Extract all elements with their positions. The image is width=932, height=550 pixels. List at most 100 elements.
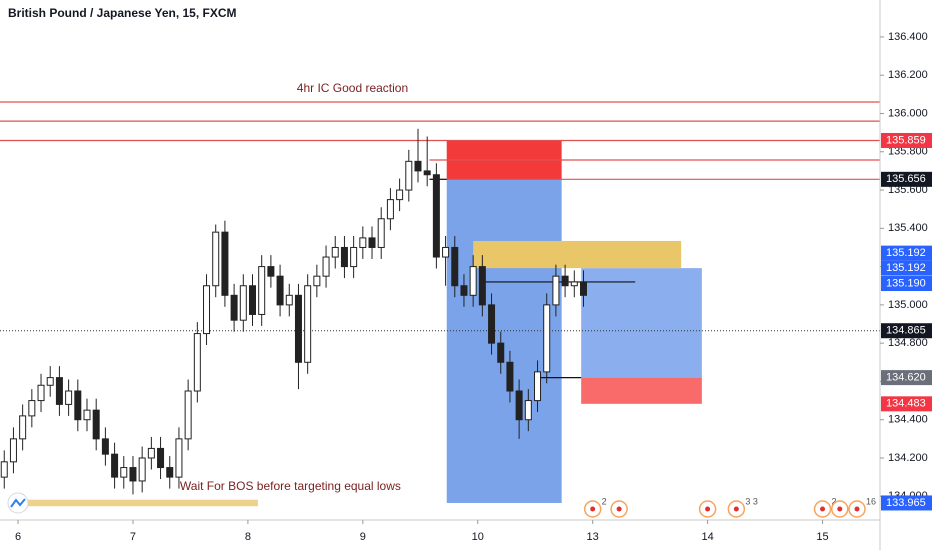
candle-body <box>322 256 330 277</box>
price-label-box <box>881 171 932 187</box>
candle-body <box>478 266 486 306</box>
candle-body <box>368 237 376 248</box>
candle-body <box>46 377 54 386</box>
x-tick-label: 9 <box>360 531 366 543</box>
candle-body <box>377 218 385 248</box>
candle-body <box>138 457 146 482</box>
candle-body <box>561 275 569 287</box>
x-tick-label: 14 <box>701 531 713 543</box>
price-label: 134.483 <box>886 398 926 410</box>
candle-body <box>92 409 100 440</box>
y-tick-label: 134.200 <box>888 452 928 464</box>
event-count: 3 3 <box>745 496 758 506</box>
chart-title: British Pound / Japanese Yen, 15, FXCM <box>8 6 237 20</box>
candle-body <box>83 409 91 421</box>
candle-body <box>524 400 532 421</box>
candle-body <box>74 390 82 421</box>
x-tick-label: 6 <box>15 531 21 543</box>
annotation: Wait For BOS before targeting equal lows <box>180 479 401 493</box>
price-label-box <box>881 396 932 412</box>
x-tick-label: 10 <box>472 531 484 543</box>
candle-body <box>294 294 302 363</box>
candle-body <box>552 275 560 306</box>
candle-body <box>331 246 339 258</box>
price-label-box <box>881 132 932 148</box>
candle-body <box>175 438 183 478</box>
candle-body <box>111 453 119 478</box>
candle-body <box>488 304 496 344</box>
candle-body <box>579 281 587 296</box>
candle-body <box>313 275 321 287</box>
candle-body <box>359 237 367 248</box>
position-zone <box>581 377 702 404</box>
price-label-box <box>881 495 932 511</box>
price-label: 135.192 <box>886 262 926 274</box>
x-tick-label: 7 <box>130 531 136 543</box>
candle-body <box>65 390 73 405</box>
candle-body <box>147 447 155 459</box>
y-tick-label: 135.400 <box>888 222 928 234</box>
y-tick-label: 135.800 <box>888 146 928 158</box>
candle-body <box>442 246 450 258</box>
price-label-box <box>881 260 932 276</box>
candle-body <box>239 285 247 321</box>
candle-body <box>423 170 431 176</box>
candle-body <box>350 246 358 268</box>
candle-body <box>497 342 505 363</box>
y-tick-label: 134.400 <box>888 414 928 426</box>
event-dot <box>854 506 860 512</box>
candle-body <box>258 266 266 315</box>
candle-body <box>212 231 220 287</box>
candle-body <box>543 304 551 373</box>
price-label: 133.965 <box>886 497 926 509</box>
candle-body <box>19 415 27 440</box>
logo-mark <box>10 498 26 508</box>
candle-body <box>157 447 165 469</box>
annotation: 4hr IC Good reaction <box>297 81 408 95</box>
candle-body <box>414 160 422 172</box>
event-dot <box>820 506 826 512</box>
candle-body <box>304 285 312 363</box>
price-label-box <box>881 245 932 261</box>
event-count: 16 <box>866 496 876 506</box>
candle-body <box>0 461 8 478</box>
price-label-box <box>881 370 932 386</box>
candle-body <box>432 174 440 258</box>
candle-body <box>396 189 404 201</box>
y-tick-label: 136.200 <box>888 69 928 81</box>
y-tick-label: 135.000 <box>888 299 928 311</box>
candle-body <box>101 438 109 455</box>
price-label: 134.865 <box>886 325 926 337</box>
event-count: 2 <box>602 496 607 506</box>
candle-body <box>267 266 275 277</box>
position-zone <box>473 240 682 269</box>
candle-body <box>129 467 137 482</box>
candle-body <box>276 275 284 306</box>
x-tick-label: 15 <box>816 531 828 543</box>
candle-body <box>451 246 459 287</box>
candle-body <box>9 438 17 463</box>
x-tick-label: 13 <box>587 531 599 543</box>
price-label-box <box>881 276 932 292</box>
event-dot <box>590 506 596 512</box>
event-dot <box>616 506 622 512</box>
y-tick-label: 136.400 <box>888 31 928 43</box>
event-dot <box>705 506 711 512</box>
price-label: 135.190 <box>886 277 926 289</box>
candle-body <box>386 199 394 220</box>
candle-body <box>230 294 238 321</box>
event-count: 2 <box>832 496 837 506</box>
candle-body <box>340 246 348 268</box>
x-tick-label: 8 <box>245 531 251 543</box>
candle-body <box>248 285 256 315</box>
candle-body <box>506 361 514 392</box>
event-dot <box>837 506 843 512</box>
price-label: 135.192 <box>886 247 926 259</box>
candle-body <box>534 371 542 402</box>
price-label: 135.656 <box>886 173 926 185</box>
price-label: 135.859 <box>886 134 926 146</box>
candle-body <box>469 266 477 296</box>
candle-body <box>203 285 211 335</box>
candle-body <box>285 294 293 306</box>
